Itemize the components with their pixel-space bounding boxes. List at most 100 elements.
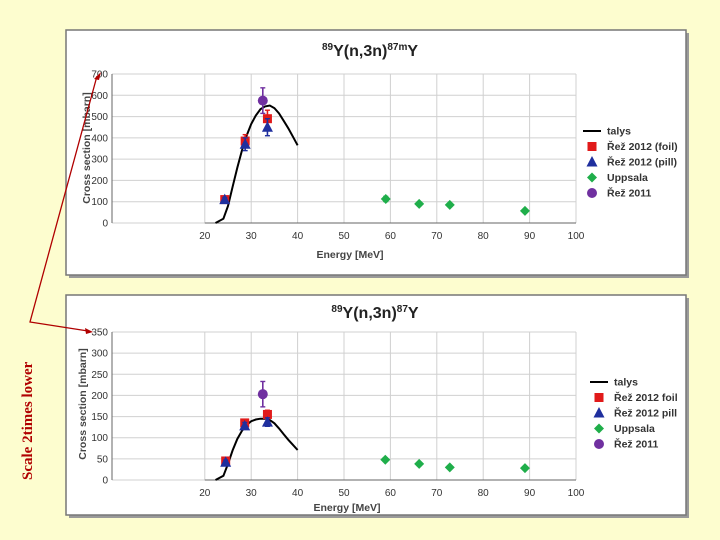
y-tick-label: 0 [102, 219, 108, 230]
y-axis-label: Cross section [mbarn] [81, 92, 93, 203]
title-superscript: 89 [322, 42, 334, 53]
y-tick-label: 300 [91, 155, 108, 166]
gridlines [112, 73, 577, 224]
y-tick-label: 200 [91, 176, 108, 187]
legend-marker [594, 393, 604, 402]
legend-marker [587, 188, 597, 198]
chart-title: 89Y(n,3n)87Y [331, 304, 418, 322]
series-circle [257, 380, 268, 408]
data-point [380, 454, 391, 465]
legend: talys Řež 2012 (foil) Řež 2012 (pill) Uppsa… [583, 126, 678, 200]
y-tick-label: 300 [91, 349, 108, 360]
data-point [380, 193, 391, 204]
chart-title: 89Y(n,3n)87mY [322, 42, 418, 60]
y-tick-label: 200 [91, 391, 108, 402]
legend-label: Řež 2012 (foil) [607, 140, 678, 153]
legend-label: Řež 2012 foil [614, 391, 678, 404]
legend-label: Řež 2011 [607, 187, 652, 200]
legend-label: talys [607, 126, 631, 138]
data-point [257, 389, 268, 400]
legend-marker [587, 172, 597, 183]
data-point [219, 193, 231, 205]
legend-label: talys [614, 377, 638, 389]
x-tick-label: 20 [199, 488, 211, 499]
data-point [414, 458, 425, 469]
legend-marker [593, 407, 605, 418]
talys-curve [215, 417, 299, 481]
x-tick-label: 100 [568, 488, 585, 499]
title-superscript: 87 [397, 304, 409, 315]
y-tick-label: 100 [91, 433, 108, 444]
legend-label: Uppsala [607, 172, 648, 184]
data-point [220, 456, 232, 467]
y-tick-label: 400 [91, 133, 108, 144]
arrowhead-top [94, 72, 101, 80]
y-tick-label: 350 [91, 328, 108, 339]
x-tick-label: 50 [338, 488, 350, 499]
legend-label: Řež 2012 (pill) [607, 156, 677, 169]
data-point [239, 419, 251, 431]
x-tick-label: 90 [524, 231, 536, 242]
series-diamond [380, 454, 530, 474]
series-diamond [380, 193, 530, 216]
series-triangle [220, 416, 273, 467]
legend-label: Uppsala [614, 423, 655, 435]
title-superscript: 89 [331, 304, 343, 315]
legend-marker [594, 439, 604, 449]
y-tick-label: 0 [102, 476, 108, 487]
title-text: Y(n,3n) [333, 43, 387, 60]
y-tick-label: 50 [97, 454, 109, 465]
y-tick-label: 500 [91, 112, 108, 123]
x-tick-label: 60 [385, 488, 397, 499]
data-point [519, 205, 530, 216]
x-tick-label: 70 [431, 231, 443, 242]
x-tick-label: 30 [246, 231, 258, 242]
x-tick-label: 70 [431, 488, 443, 499]
x-tick-label: 30 [246, 488, 258, 499]
arrowhead-bottom [85, 328, 93, 334]
title-text: Y(n,3n) [343, 305, 397, 322]
data-point [444, 462, 455, 473]
legend-label: Řež 2012 pill [614, 407, 677, 420]
annotation-line [29, 75, 98, 332]
x-tick-label: 40 [292, 488, 304, 499]
data-point [261, 416, 273, 427]
title-superscript: 87m [387, 42, 407, 53]
y-tick-label: 600 [91, 91, 108, 102]
x-axis-label: Energy [MeV] [313, 502, 380, 514]
scale-annotation-arrow [29, 72, 101, 334]
series-line [215, 104, 299, 224]
x-tick-label: 100 [568, 231, 585, 242]
data-point [239, 138, 251, 149]
chart-2: 0 50 100 150 200 250 300 350 20 30 40 50 60 70 80 90 100… [65, 294, 689, 518]
talys-curve [215, 104, 299, 224]
y-tick-label: 100 [91, 197, 108, 208]
legend-label: Řež 2011 [614, 438, 659, 451]
x-axis-label: Energy [MeV] [316, 249, 383, 261]
title-text: Y [408, 305, 419, 322]
x-tick-label: 90 [524, 488, 536, 499]
y-tick-label: 150 [91, 412, 108, 423]
side-note: Scale 2times lower [20, 361, 36, 480]
x-tick-label: 20 [199, 231, 211, 242]
y-tick-label: 250 [91, 370, 108, 381]
legend-marker [594, 423, 604, 434]
data-point [257, 95, 268, 106]
data-point [262, 409, 272, 419]
legend-marker [586, 156, 598, 167]
x-tick-label: 40 [292, 231, 304, 242]
data-point [444, 199, 455, 210]
x-tick-label: 60 [385, 231, 397, 242]
data-point [519, 463, 530, 474]
series-triangle [219, 117, 273, 205]
chart-panel [65, 29, 687, 276]
series-line [215, 417, 299, 481]
title-text: Y [407, 43, 418, 60]
legend: talys Řež 2012 foil Řež 2012 pill Uppsala Ře… [590, 377, 678, 451]
x-tick-label: 50 [338, 231, 350, 242]
chart-panel [65, 294, 687, 516]
x-tick-label: 80 [478, 231, 490, 242]
y-axis-label: Cross section [mbarn] [77, 348, 89, 459]
data-point [414, 198, 425, 209]
